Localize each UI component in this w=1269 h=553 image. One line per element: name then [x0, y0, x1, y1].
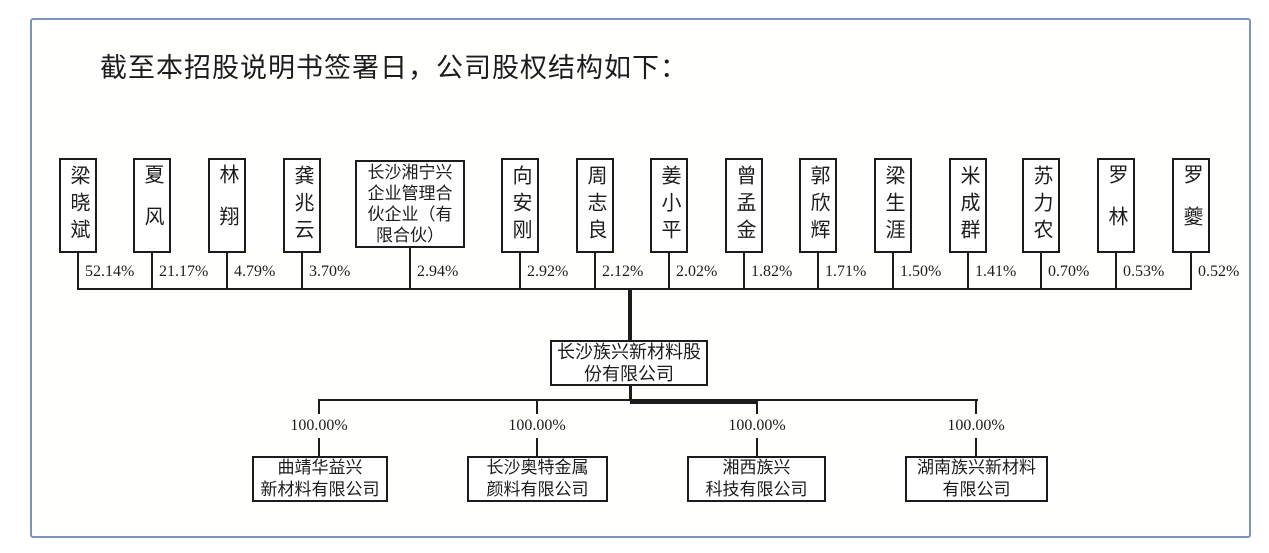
- shareholder-percent: 4.79%: [234, 263, 276, 280]
- connector-line: [409, 248, 411, 289]
- connector-line: [301, 253, 303, 289]
- subsidiary-box: 曲靖华益兴 新材料有限公司: [252, 456, 388, 502]
- subsidiary-name: 曲靖华益兴 新材料有限公司: [260, 457, 380, 499]
- shareholder-name: 向安刚: [509, 165, 531, 246]
- shareholder-box: 周志良: [576, 158, 614, 253]
- diagram-title: 截至本招股说明书签署日，公司股权结构如下：: [100, 53, 688, 83]
- shareholder-box: 向安刚: [501, 158, 539, 253]
- connector-line: [318, 400, 320, 414]
- connector-line: [536, 438, 538, 456]
- shareholder-name: 周志良: [584, 165, 606, 246]
- shareholder-percent: 0.70%: [1048, 263, 1090, 280]
- connector-line: [975, 438, 977, 456]
- shareholder-box: 龚兆云: [283, 158, 321, 253]
- shareholder-percent: 0.52%: [1198, 263, 1240, 280]
- shareholder-name: 米成群: [957, 165, 979, 246]
- shareholder-percent: 1.41%: [975, 263, 1017, 280]
- connector-line: [756, 400, 758, 414]
- subsidiary-bus-line-thick: [630, 401, 757, 404]
- shareholder-box: 梁晓斌: [59, 158, 97, 253]
- company-name: 长沙族兴新材料股 份有限公司: [557, 341, 701, 385]
- shareholder-percent: 1.82%: [751, 263, 793, 280]
- shareholder-name: 龚兆云: [291, 165, 313, 246]
- shareholder-name: 罗夔: [1180, 163, 1202, 248]
- shareholder-percent: 52.14%: [85, 263, 135, 280]
- shareholder-bus-line: [77, 288, 1192, 290]
- shareholder-box: 罗林: [1097, 158, 1135, 253]
- shareholder-name: 姜小平: [658, 165, 680, 246]
- subsidiary-name: 湖南族兴新材料 有限公司: [917, 457, 1036, 499]
- connector-line: [536, 400, 538, 414]
- shareholder-percent: 2.92%: [527, 263, 569, 280]
- subsidiary-name: 湘西族兴 科技有限公司: [705, 457, 808, 499]
- connector-line: [77, 253, 79, 289]
- shareholder-percent: 2.02%: [676, 263, 718, 280]
- ownership-percent: 100.00%: [728, 417, 786, 434]
- subsidiary-box: 湖南族兴新材料 有限公司: [905, 456, 1048, 502]
- connector-line: [668, 253, 670, 289]
- connector-line: [594, 253, 596, 289]
- connector-line: [892, 253, 894, 289]
- connector-line: [318, 438, 320, 456]
- ownership-percent: 100.00%: [290, 417, 348, 434]
- shareholder-name: 梁晓斌: [67, 165, 89, 246]
- connector-line: [519, 253, 521, 289]
- shareholder-box: 罗夔: [1172, 158, 1210, 253]
- company-box: 长沙族兴新材料股 份有限公司: [550, 340, 708, 386]
- subsidiary-box: 长沙奥特金属 颜料有限公司: [467, 456, 608, 502]
- shareholder-box: 林翔: [208, 158, 246, 253]
- shareholder-percent: 2.12%: [602, 263, 644, 280]
- shareholder-name: 林翔: [216, 163, 238, 248]
- shareholder-name: 夏风: [141, 163, 163, 248]
- diagram-border-frame: [30, 18, 1251, 538]
- connector-line: [975, 400, 977, 414]
- shareholder-percent: 21.17%: [159, 263, 209, 280]
- connector-line: [1190, 253, 1192, 289]
- connector-line: [743, 253, 745, 289]
- ownership-percent: 100.00%: [508, 417, 566, 434]
- connector-line: [1040, 253, 1042, 289]
- subsidiary-box: 湘西族兴 科技有限公司: [687, 456, 826, 502]
- subsidiary-bus-line: [318, 399, 978, 401]
- shareholder-box: 姜小平: [650, 158, 688, 253]
- shareholder-box: 米成群: [949, 158, 987, 253]
- shareholder-box: 梁生涯: [874, 158, 912, 253]
- shareholder-name: 罗林: [1105, 163, 1127, 248]
- connector-line: [629, 384, 632, 401]
- shareholder-percent: 0.53%: [1123, 263, 1165, 280]
- subsidiary-name: 长沙奥特金属 颜料有限公司: [486, 457, 589, 499]
- shareholder-name: 曾孟金: [733, 165, 755, 246]
- shareholder-name: 苏力农: [1030, 165, 1052, 246]
- shareholder-percent: 2.94%: [417, 263, 459, 280]
- shareholder-percent: 1.71%: [825, 263, 867, 280]
- shareholder-percent: 1.50%: [900, 263, 942, 280]
- shareholder-name: 梁生涯: [882, 165, 904, 246]
- connector-line: [817, 253, 819, 289]
- shareholder-name: 长沙湘宁兴 企业管理合 伙企业（有 限合伙）: [367, 162, 453, 246]
- shareholder-box: 苏力农: [1022, 158, 1060, 253]
- connector-line: [1115, 253, 1117, 289]
- shareholder-box: 夏风: [133, 158, 171, 253]
- shareholder-box: 郭欣辉: [799, 158, 837, 253]
- ownership-percent: 100.00%: [947, 417, 1005, 434]
- connector-line: [756, 438, 758, 456]
- connector-line: [151, 253, 153, 289]
- shareholder-percent: 3.70%: [309, 263, 351, 280]
- shareholder-box: 长沙湘宁兴 企业管理合 伙企业（有 限合伙）: [355, 160, 465, 248]
- shareholder-box: 曾孟金: [725, 158, 763, 253]
- connector-line: [967, 253, 969, 289]
- connector-line: [226, 253, 228, 289]
- trunk-connector-line: [628, 289, 632, 341]
- shareholder-name: 郭欣辉: [807, 165, 829, 246]
